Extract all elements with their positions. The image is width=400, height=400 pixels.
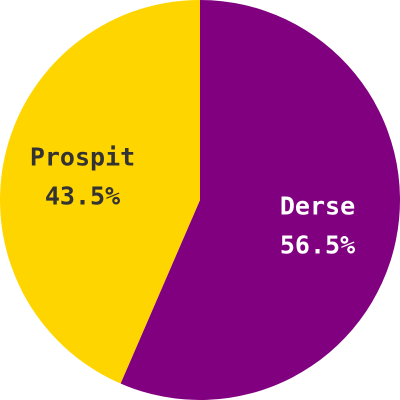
pie-slice-derse <box>120 0 400 400</box>
slice-name-label-prospit: Prospit <box>30 143 135 172</box>
pie-labels: Derse 56.5% Prospit 43.5% <box>29 142 355 260</box>
slice-name-label-derse: Derse <box>280 191 355 220</box>
slice-value-label-prospit: 43.5% <box>45 182 120 211</box>
slice-value-label-derse: 56.5% <box>280 230 355 259</box>
pie-slice-prospit <box>0 0 200 384</box>
